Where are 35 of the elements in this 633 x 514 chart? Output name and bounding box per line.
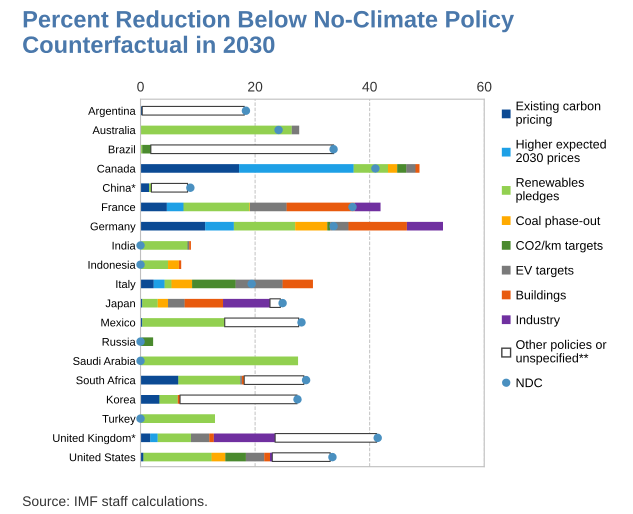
- y-tick-label: Saudi Arabia: [73, 356, 136, 366]
- y-tick-label: Turkey: [102, 414, 136, 425]
- legend-label: NDC: [516, 378, 542, 388]
- y-tick-label: Australia: [92, 126, 136, 134]
- x-tick-label: 60: [477, 82, 492, 92]
- y-tick-label: China*: [102, 184, 136, 192]
- x-tick-label: 40: [362, 82, 377, 92]
- y-tick-label: Italy: [116, 280, 136, 290]
- y-tick-label: France: [102, 203, 136, 212]
- y-tick-label: United Kingdom*: [53, 434, 136, 444]
- source-note: Source: IMF staff calculations.: [22, 496, 207, 506]
- y-tick-label: Germany: [90, 222, 136, 233]
- x-tick-label: 0: [137, 82, 144, 92]
- y-tick-label: Indonesia: [88, 260, 136, 269]
- y-tick-label: India: [112, 241, 136, 250]
- y-tick-label: Korea: [106, 396, 136, 404]
- y-tick-label: Argentina: [88, 106, 136, 118]
- legend-label: CO2/km targets: [516, 240, 603, 252]
- y-tick-label: United States: [70, 453, 136, 462]
- legend-label: Higher expected 2030 prices: [516, 139, 606, 165]
- y-tick-label: South Africa: [76, 376, 136, 384]
- legend-label: Coal phase-out: [516, 216, 600, 228]
- y-tick-label: Mexico: [101, 318, 136, 327]
- y-tick-label: Brazil: [108, 145, 135, 154]
- legend-label: Existing carbon pricing: [516, 101, 600, 126]
- y-tick-label: Japan: [106, 300, 135, 310]
- legend-label: Buildings: [516, 290, 566, 302]
- y-tick-label: Canada: [97, 164, 136, 173]
- legend-label: Other policies or unspecified**: [516, 340, 606, 365]
- chart-title: Percent Reduction Below No-Climate Policy Counterfactual in 2030: [23, 10, 514, 54]
- y-tick-label: Russia: [102, 338, 136, 346]
- legend-label: Industry: [516, 315, 560, 327]
- legend-label: Renewables pledges: [516, 178, 584, 203]
- legend-label: EV targets: [516, 266, 574, 278]
- x-tick-label: 20: [248, 82, 262, 92]
